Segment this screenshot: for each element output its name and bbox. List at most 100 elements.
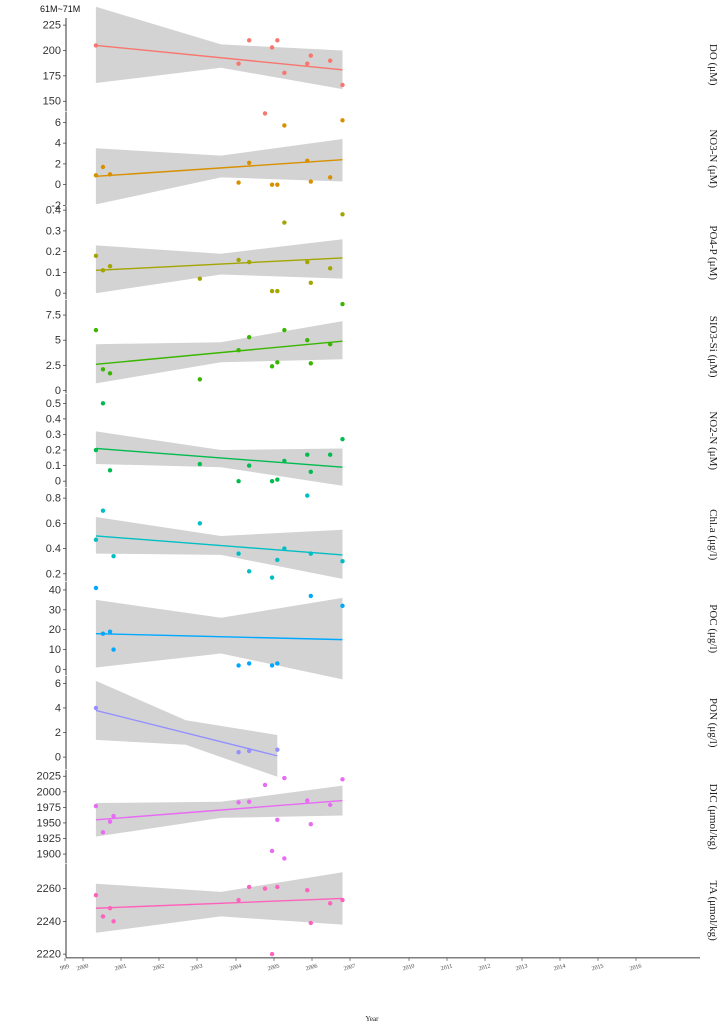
y-tick-label: 0 xyxy=(55,179,61,191)
y-tick-label: 2025 xyxy=(37,771,61,783)
data-point xyxy=(93,43,99,48)
y-tick-label: -2 xyxy=(51,200,61,212)
y-tick-label: 0.8 xyxy=(46,493,61,505)
data-point xyxy=(236,551,241,556)
x-tick-label: 999 xyxy=(60,964,70,972)
data-point xyxy=(100,631,106,636)
y-tick-label: 10 xyxy=(49,644,61,656)
data-point xyxy=(236,800,241,805)
data-point xyxy=(107,263,113,269)
data-point xyxy=(111,553,116,559)
data-point xyxy=(107,629,113,634)
data-point xyxy=(93,585,99,591)
y-tick-label: 5 xyxy=(55,335,61,347)
trend-line xyxy=(95,159,343,178)
data-point xyxy=(275,557,280,563)
trend-line xyxy=(95,897,343,909)
y-tick-label: 2260 xyxy=(37,883,61,895)
y-tick-label: 0.1 xyxy=(46,267,61,279)
y-tick-label: 0.4 xyxy=(46,543,61,555)
y-tick-label: 200 xyxy=(43,45,61,57)
x-tick-label: 2012 xyxy=(478,963,491,972)
y-tick-label: 1925 xyxy=(37,833,61,845)
data-point xyxy=(236,749,241,755)
data-point xyxy=(305,61,310,66)
x-tick-label: 2013 xyxy=(515,963,528,972)
y-tick-label: 2 xyxy=(55,158,61,170)
trend-line xyxy=(95,257,343,272)
y-tick-label: 0.5 xyxy=(46,398,61,410)
x-tick-label: 2015 xyxy=(591,963,604,972)
y-tick-label: 1900 xyxy=(37,849,61,861)
confidence-band xyxy=(95,431,343,486)
data-point xyxy=(93,803,99,809)
y-tick-label: 2240 xyxy=(37,916,61,928)
x-tick-label: 2003 xyxy=(190,963,203,972)
y-tick-label: 0 xyxy=(55,664,61,676)
y-tick-label: 2 xyxy=(55,727,61,739)
y-tick-label: 0.3 xyxy=(46,225,61,237)
panel: 0 0.1 0.2 0.3 0.4 0.5 NO2-N (μM) xyxy=(46,394,719,488)
data-point xyxy=(93,173,99,178)
data-point xyxy=(236,478,241,484)
data-point xyxy=(340,603,345,609)
data-point xyxy=(107,819,113,824)
data-point xyxy=(269,951,275,957)
data-point xyxy=(327,341,333,347)
y-tick-label: 4 xyxy=(55,702,61,714)
data-point xyxy=(93,447,99,453)
data-point xyxy=(308,179,313,184)
data-point xyxy=(275,661,280,666)
data-point xyxy=(100,914,106,919)
panel-strip-label: Chl.a (μg/l) xyxy=(707,509,719,560)
data-point xyxy=(100,268,106,273)
y-tick-label: 7.5 xyxy=(46,310,61,322)
data-point xyxy=(308,361,313,366)
panel: 1900 1925 1950 1975 2000 2025 DIC (μmol/kg) xyxy=(37,770,719,864)
trend-line xyxy=(95,447,343,468)
y-tick-label: 0.2 xyxy=(46,445,61,457)
panel-strip-label: PO4-P (μM) xyxy=(707,225,719,280)
y-tick-label: 4 xyxy=(55,138,61,150)
data-point xyxy=(282,327,287,333)
panel: 150 175 200 225 DO (μM) xyxy=(43,6,719,116)
y-tick-label: 0.4 xyxy=(46,205,61,217)
panel: -2 0 2 4 6 NO3-N (μM) xyxy=(51,112,719,212)
x-tick-label: 2001 xyxy=(114,963,127,972)
trend-line xyxy=(95,709,278,757)
data-point xyxy=(308,821,313,827)
data-point xyxy=(269,478,275,484)
x-tick-label: 2005 xyxy=(267,963,280,972)
data-point xyxy=(107,906,113,911)
y-tick-label: 0 xyxy=(55,476,61,488)
x-tick-label: 2002 xyxy=(152,963,165,972)
data-point xyxy=(305,158,310,163)
data-point xyxy=(305,337,310,343)
data-point xyxy=(269,663,275,668)
panel-strip-label: NO3-N (μM) xyxy=(707,129,719,188)
x-axis: 999 2000 2001 2002 2003 2004 2005 2006 2007 2010 2… xyxy=(60,957,700,972)
x-tick-label: 2007 xyxy=(343,963,356,972)
data-point xyxy=(100,401,106,406)
y-tick-label: 0.2 xyxy=(46,246,61,258)
y-tick-label: 0.4 xyxy=(46,413,61,425)
x-tick-label: 2004 xyxy=(229,963,242,972)
y-tick-label: 40 xyxy=(49,584,61,596)
data-point xyxy=(246,748,252,754)
data-point xyxy=(197,461,203,467)
data-point xyxy=(282,123,287,128)
y-tick-label: 0 xyxy=(55,385,61,397)
data-point xyxy=(93,327,99,333)
data-point xyxy=(246,569,252,574)
data-point xyxy=(275,884,280,890)
data-point xyxy=(282,546,287,551)
data-point xyxy=(246,259,252,265)
data-point xyxy=(107,172,113,177)
data-point xyxy=(340,777,345,782)
y-tick-label: 1950 xyxy=(37,817,61,829)
data-point xyxy=(275,747,280,752)
data-point xyxy=(308,469,313,475)
data-point xyxy=(282,856,287,861)
data-point xyxy=(308,593,313,599)
panel-strip-label: POC (μg/l) xyxy=(707,604,719,653)
